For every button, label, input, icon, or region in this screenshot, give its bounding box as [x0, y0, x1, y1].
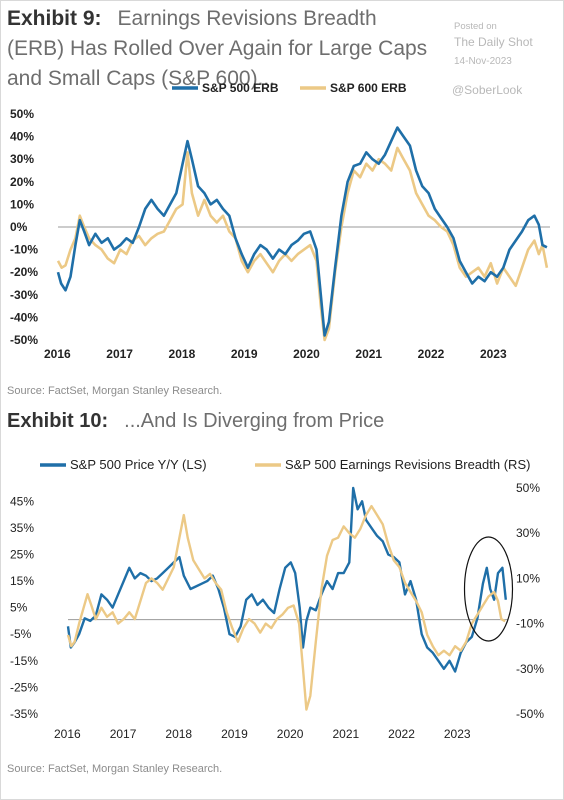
x-tick-label: 2017 [110, 727, 137, 741]
x-tick-label: 2022 [388, 727, 415, 741]
series-line-1 [56, 146, 549, 342]
legend-label-1: S&P 500 Earnings Revisions Breadth (RS) [285, 457, 530, 472]
x-tick-label: 2020 [277, 727, 304, 741]
y-right-tick-label: 50% [516, 481, 540, 495]
y-left-tick-label: -5% [10, 627, 32, 641]
y-left-tick-label: 35% [10, 521, 34, 535]
x-tick-label: 2023 [480, 347, 507, 361]
y-tick-label: -40% [10, 310, 38, 324]
legend-label-0: S&P 500 Price Y/Y (LS) [70, 457, 207, 472]
x-tick-label: 2023 [444, 727, 471, 741]
series-line-0 [66, 486, 507, 673]
x-tick-label: 2020 [293, 347, 320, 361]
chart-erb: S&P 500 ERB S&P 600 ERB 50% 40% 30% 20% 10% 0% -… [10, 81, 550, 361]
y-tick-label: 50% [10, 107, 34, 121]
legend-label-1: S&P 600 ERB [330, 81, 407, 95]
watermark-handle: @SoberLook [452, 83, 523, 97]
y-right-tick-label: -10% [516, 617, 544, 631]
exhibit10-title: Exhibit 10: ...And Is Diverging from Pric… [7, 406, 384, 436]
y-tick-label: -30% [10, 288, 38, 302]
x-tick-label: 2021 [355, 347, 382, 361]
x-tick-label: 2018 [169, 347, 196, 361]
x-tick-label: 2019 [221, 727, 248, 741]
watermark-posted-on: Posted on [454, 21, 497, 32]
y-left-tick-label: -25% [10, 680, 38, 694]
y-tick-label: 0% [10, 220, 28, 234]
exhibit10-title-text: ...And Is Diverging from Price [124, 410, 385, 432]
x-tick-label: 2016 [44, 347, 71, 361]
y-tick-label: 40% [10, 130, 34, 144]
y-tick-label: -50% [10, 333, 38, 347]
x-tick-label: 2016 [54, 727, 81, 741]
legend-label-0: S&P 500 ERB [202, 81, 279, 95]
x-tick-label: 2022 [418, 347, 445, 361]
exhibit9-title: Exhibit 9: Earnings Revisions Breadth (ER… [7, 4, 437, 94]
y-tick-label: 20% [10, 175, 34, 189]
x-tick-label: 2021 [332, 727, 359, 741]
y-tick-label: -20% [10, 265, 38, 279]
y-tick-label: 10% [10, 197, 34, 211]
y-left-tick-label: -35% [10, 707, 38, 721]
y-tick-label: 30% [10, 152, 34, 166]
y-right-tick-label: 10% [516, 571, 540, 585]
y-right-tick-label: -30% [516, 662, 544, 676]
exhibit9-label: Exhibit 9: [7, 7, 102, 30]
y-right-tick-label: 30% [516, 526, 540, 540]
y-left-tick-label: 45% [10, 494, 34, 508]
watermark-site: The Daily Shot [454, 35, 533, 49]
y-tick-label: -10% [10, 243, 38, 257]
chart1-source: Source: FactSet, Morgan Stanley Research… [7, 385, 223, 397]
chart2-source: Source: FactSet, Morgan Stanley Research… [7, 763, 223, 775]
y-left-tick-label: 5% [10, 601, 28, 615]
series-line-0 [56, 126, 548, 337]
y-left-tick-label: 15% [10, 574, 34, 588]
watermark-date: 14-Nov-2023 [454, 56, 512, 67]
y-right-tick-label: -50% [516, 707, 544, 721]
exhibit9-title-text: Earnings Revisions Breadth (ERB) Has Rol… [7, 7, 428, 90]
annotation-ellipse [463, 536, 514, 642]
chart-price-vs-erb: S&P 500 Price Y/Y (LS) S&P 500 Earnings R… [10, 457, 544, 741]
y-left-tick-label: 25% [10, 547, 34, 561]
x-tick-label: 2017 [106, 347, 133, 361]
series-line-1 [66, 504, 506, 711]
exhibit10-label: Exhibit 10: [7, 410, 109, 432]
x-tick-label: 2019 [231, 347, 258, 361]
y-left-tick-label: -15% [10, 654, 38, 668]
x-tick-label: 2018 [165, 727, 192, 741]
